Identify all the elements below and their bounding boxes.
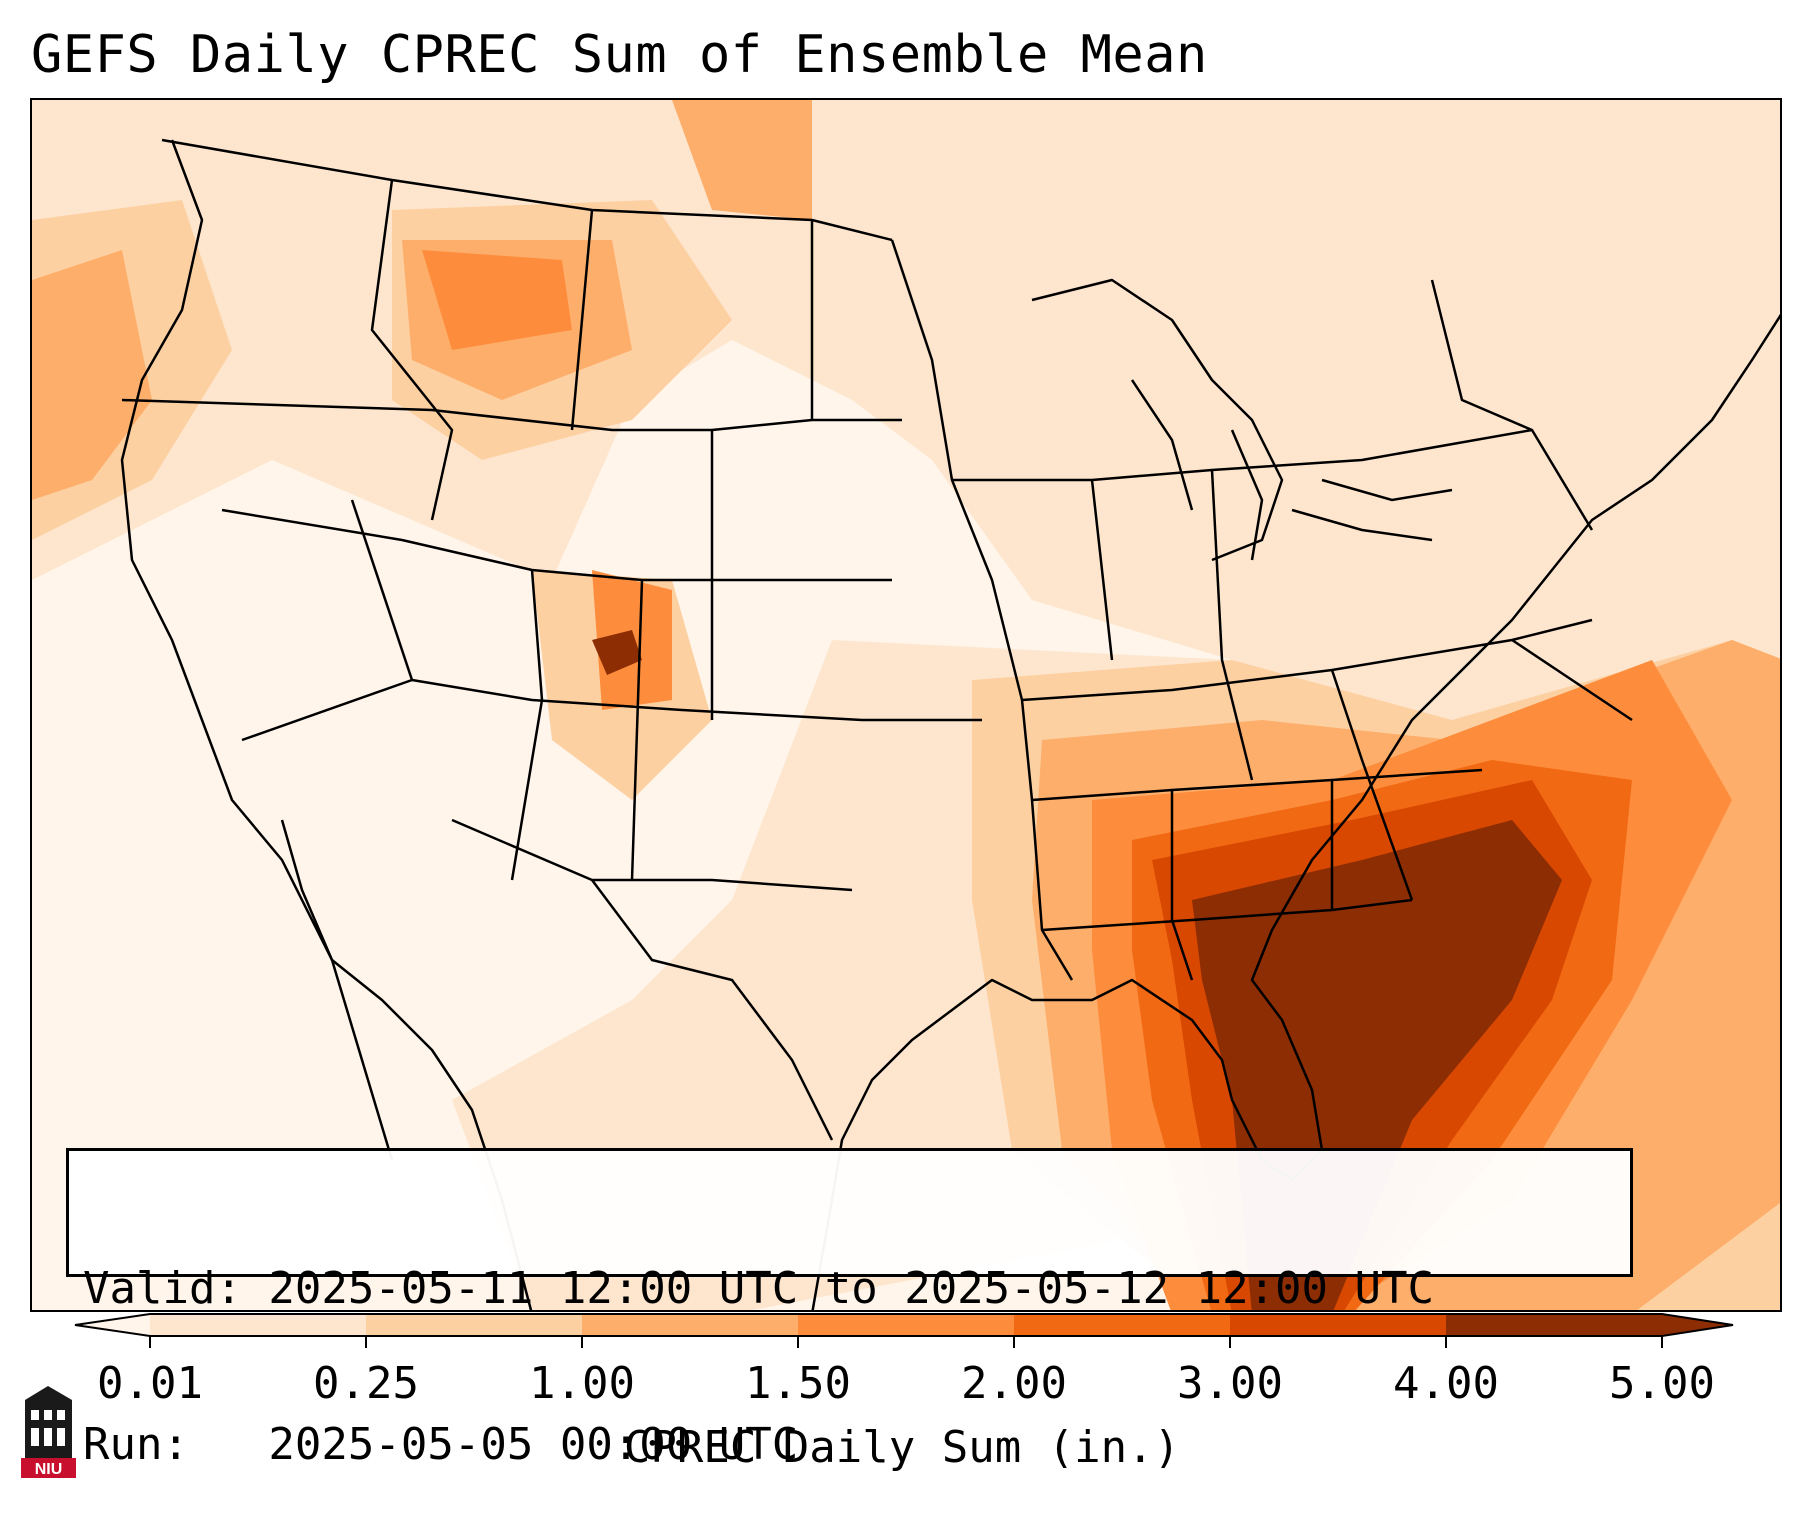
- colorbar-tick-label: 5.00: [1609, 1358, 1715, 1409]
- colorbar-tick-label: 1.50: [745, 1358, 851, 1409]
- colorbar-label: CPREC Daily Sum (in.): [623, 1422, 1181, 1473]
- map-title: GEFS Daily CPREC Sum of Ensemble Mean: [31, 25, 1208, 85]
- valid-time-text: Valid: 2025-05-11 12:00 UTC to 2025-05-1…: [83, 1263, 1435, 1314]
- state-boundaries: [121, 138, 1633, 981]
- colorbar-tick-label: 2.00: [961, 1358, 1067, 1409]
- precipitation-map: [30, 98, 1782, 1312]
- colorbar-tick-label: 0.25: [313, 1358, 419, 1409]
- colorbar-extend-high: [1662, 1314, 1733, 1336]
- valid-run-info-box: Valid: 2025-05-11 12:00 UTC to 2025-05-1…: [66, 1148, 1633, 1470]
- svg-text:NIU: NIU: [35, 1461, 63, 1478]
- colorbar-tick-label: 1.00: [529, 1358, 635, 1409]
- colorbar-tick-label: 4.00: [1393, 1358, 1499, 1409]
- colorbar-tick-label: 0.01: [97, 1358, 203, 1409]
- colorbar-tick-label: 3.00: [1177, 1358, 1283, 1409]
- niu-logo: NIU: [21, 1386, 76, 1478]
- run-time-text: Run: 2025-05-05 00:00 UTC: [83, 1419, 799, 1470]
